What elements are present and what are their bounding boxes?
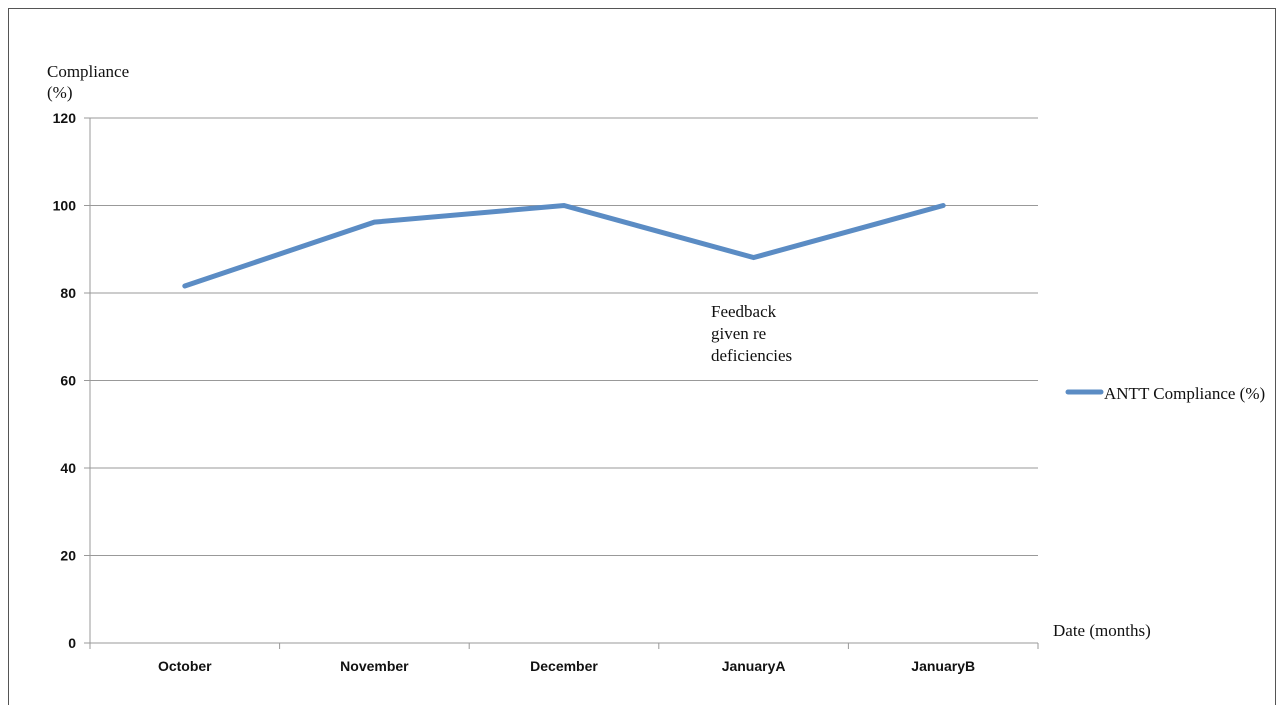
y-axis-title-line1: Compliance [47,62,129,81]
x-tick-label: December [530,658,598,674]
annotation-line2: given re [711,324,766,343]
gridlines [90,117,1038,556]
x-tick-label: October [158,658,212,674]
y-axis-ticks: 0 20 40 60 80 100 120 [53,110,90,651]
y-tick-label: 20 [60,548,76,564]
y-tick-label: 100 [53,198,77,214]
data-point [563,205,565,206]
x-tick-label: JanuaryA [722,658,786,674]
chart-frame [8,8,1276,705]
series-layer [182,202,946,289]
legend-label: ANTT Compliance (%) [1104,384,1265,403]
data-point [373,221,375,223]
axes [89,118,1038,644]
y-tick-label: 40 [60,460,76,476]
x-axis-title: Date (months) [1053,621,1151,640]
x-tick-label: November [340,658,409,674]
y-tick-label: 120 [53,110,77,126]
data-point [184,285,186,287]
legend: ANTT Compliance (%) [1065,384,1265,403]
y-tick-label: 60 [60,373,76,389]
annotation-line3: deficiencies [711,346,792,365]
y-tick-label: 80 [60,285,76,301]
x-axis-ticks: October November December JanuaryA JanuaryB [89,643,1039,674]
series-line [182,202,946,289]
data-point [753,257,755,259]
x-tick-label: JanuaryB [911,658,975,674]
y-axis-title-line2: (%) [47,83,72,102]
data-point [942,205,944,206]
annotation-line1: Feedback [711,302,777,321]
y-tick-label: 0 [68,635,76,651]
